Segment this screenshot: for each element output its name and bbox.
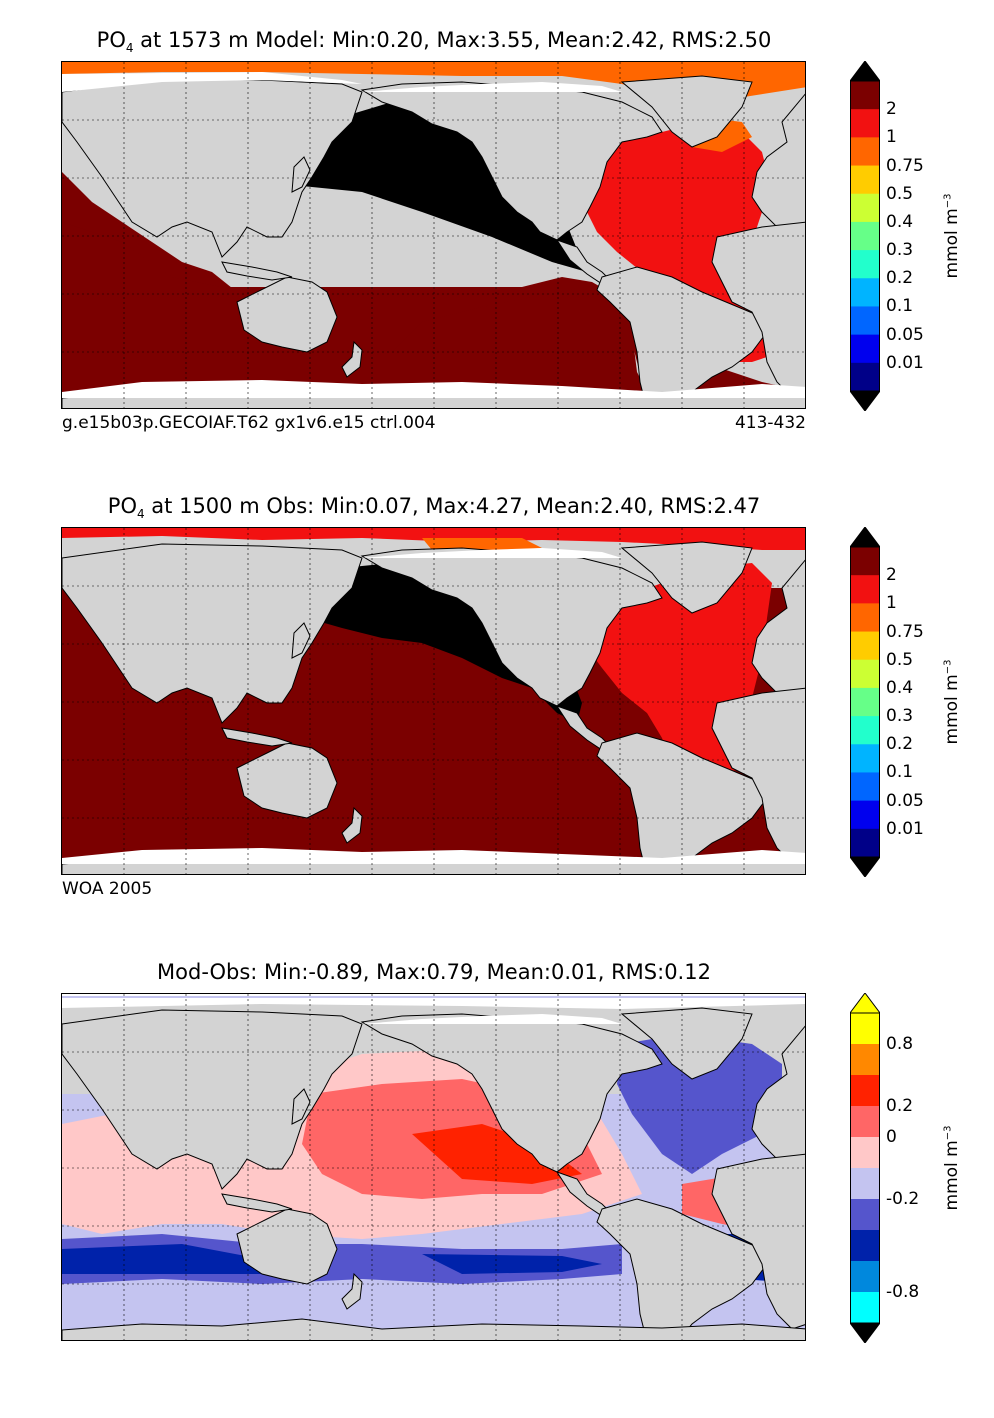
model-map-plot (62, 62, 805, 408)
colorbar-tick-label: 0.8 (886, 1034, 914, 1054)
colorbar-tick-label: 0.4 (886, 211, 914, 232)
colorbar-band (850, 221, 880, 251)
colorbar-tick-label: 0.4 (886, 677, 914, 698)
colorbar-band (850, 1199, 880, 1231)
colorbar-svg (850, 61, 880, 411)
colorbar-band (850, 1137, 880, 1169)
colorbar-tick-label: 2 (886, 99, 897, 120)
colorbar-band (850, 1044, 880, 1076)
model-panel: PO4 at 1573 m Model: Min:0.20, Max:3.55,… (0, 28, 994, 486)
colorbar-band (850, 687, 880, 717)
colorbar-tick-label: 0.3 (886, 706, 914, 727)
colorbar-band (850, 278, 880, 307)
colorbar-tick-label: 0.01 (886, 352, 924, 373)
colorbar-tick-label: 0.2 (886, 1096, 914, 1116)
colorbar-band (850, 193, 880, 223)
colorbar-band (850, 603, 880, 633)
colorbar-band (850, 547, 880, 576)
colorbar-tick-label: 0.05 (886, 790, 924, 811)
colorbar-tick-label: 1 (886, 127, 897, 148)
colorbar-tick-label: 2 (886, 565, 897, 586)
colorbar-band (850, 1261, 880, 1293)
diff-colorbar (850, 993, 880, 1343)
colorbar-tick-label: 0.5 (886, 183, 914, 204)
colorbar-tick-label: 1 (886, 593, 897, 614)
colorbar-band (850, 137, 880, 167)
colorbar-band (850, 306, 880, 336)
colorbar-tick-label: 0.01 (886, 818, 924, 839)
colorbar-svg (850, 527, 880, 877)
footer-left: WOA 2005 (62, 879, 153, 899)
colorbar-band (850, 250, 880, 279)
diff-map-plot (62, 994, 805, 1340)
colorbar-tick-label: 0.1 (886, 296, 914, 317)
colorbar-tick-label: 0.75 (886, 621, 924, 642)
obs-map (61, 527, 806, 875)
panel-title: PO4 at 1500 m Obs: Min:0.07, Max:4.27, M… (107, 494, 761, 522)
colorbar-band (850, 1168, 880, 1200)
colorbar-band (850, 81, 880, 110)
colorbar-band (850, 165, 880, 195)
panel-title: PO4 at 1573 m Model: Min:0.20, Max:3.55,… (96, 28, 772, 56)
colorbar-unit-label: mmol m−3 (942, 193, 962, 279)
obs-panel: PO4 at 1500 m Obs: Min:0.07, Max:4.27, M… (0, 494, 994, 952)
panel-title: Mod-Obs: Min:-0.89, Max:0.79, Mean:0.01,… (157, 960, 711, 984)
colorbar-top-extend (850, 993, 880, 1014)
colorbar-band (850, 631, 880, 661)
colorbar-band (850, 1292, 880, 1324)
diff-map (61, 993, 806, 1341)
colorbar-band (850, 772, 880, 802)
colorbar-tick-label: -0.2 (886, 1189, 920, 1209)
colorbar-band (850, 334, 880, 364)
colorbar-unit-label: mmol m−3 (942, 1125, 962, 1211)
colorbar-unit-label: mmol m−3 (942, 659, 962, 745)
obs-colorbar (850, 527, 880, 877)
colorbar-band (850, 1106, 880, 1138)
colorbar-band (850, 575, 880, 604)
footer-left: g.e15b03p.GECOIAF.T62 gx1v6.e15 ctrl.004 (62, 413, 436, 433)
colorbar-tick-label: 0.75 (886, 155, 924, 176)
obs-map-plot (62, 528, 805, 874)
colorbar-tick-label: 0 (886, 1127, 897, 1147)
diff-panel: Mod-Obs: Min:-0.89, Max:0.79, Mean:0.01,… (0, 960, 994, 1418)
colorbar-band (850, 1013, 880, 1045)
colorbar-tick-label: -0.8 (886, 1282, 920, 1302)
colorbar-bottom-extend (850, 856, 880, 877)
colorbar-band (850, 716, 880, 745)
colorbar-top-extend (850, 61, 880, 82)
colorbar-tick-label: 0.1 (886, 762, 914, 783)
colorbar-band (850, 828, 880, 858)
colorbar-tick-label: 0.05 (886, 324, 924, 345)
colorbar-band (850, 362, 880, 392)
footer-right: 413-432 (734, 413, 806, 433)
colorbar-band (850, 1230, 880, 1262)
colorbar-tick-label: 0.3 (886, 240, 914, 261)
colorbar-band (850, 109, 880, 138)
colorbar-band (850, 800, 880, 830)
colorbar-tick-label: 0.2 (886, 268, 914, 289)
colorbar-band (850, 744, 880, 773)
colorbar-bottom-extend (850, 390, 880, 411)
colorbar-tick-label: 0.5 (886, 649, 914, 670)
colorbar-tick-label: 0.2 (886, 734, 914, 755)
model-colorbar (850, 61, 880, 411)
colorbar-band (850, 659, 880, 689)
colorbar-bottom-extend (850, 1322, 880, 1343)
colorbar-svg (850, 993, 880, 1343)
colorbar-top-extend (850, 527, 880, 548)
colorbar-band (850, 1075, 880, 1107)
model-map (61, 61, 806, 409)
